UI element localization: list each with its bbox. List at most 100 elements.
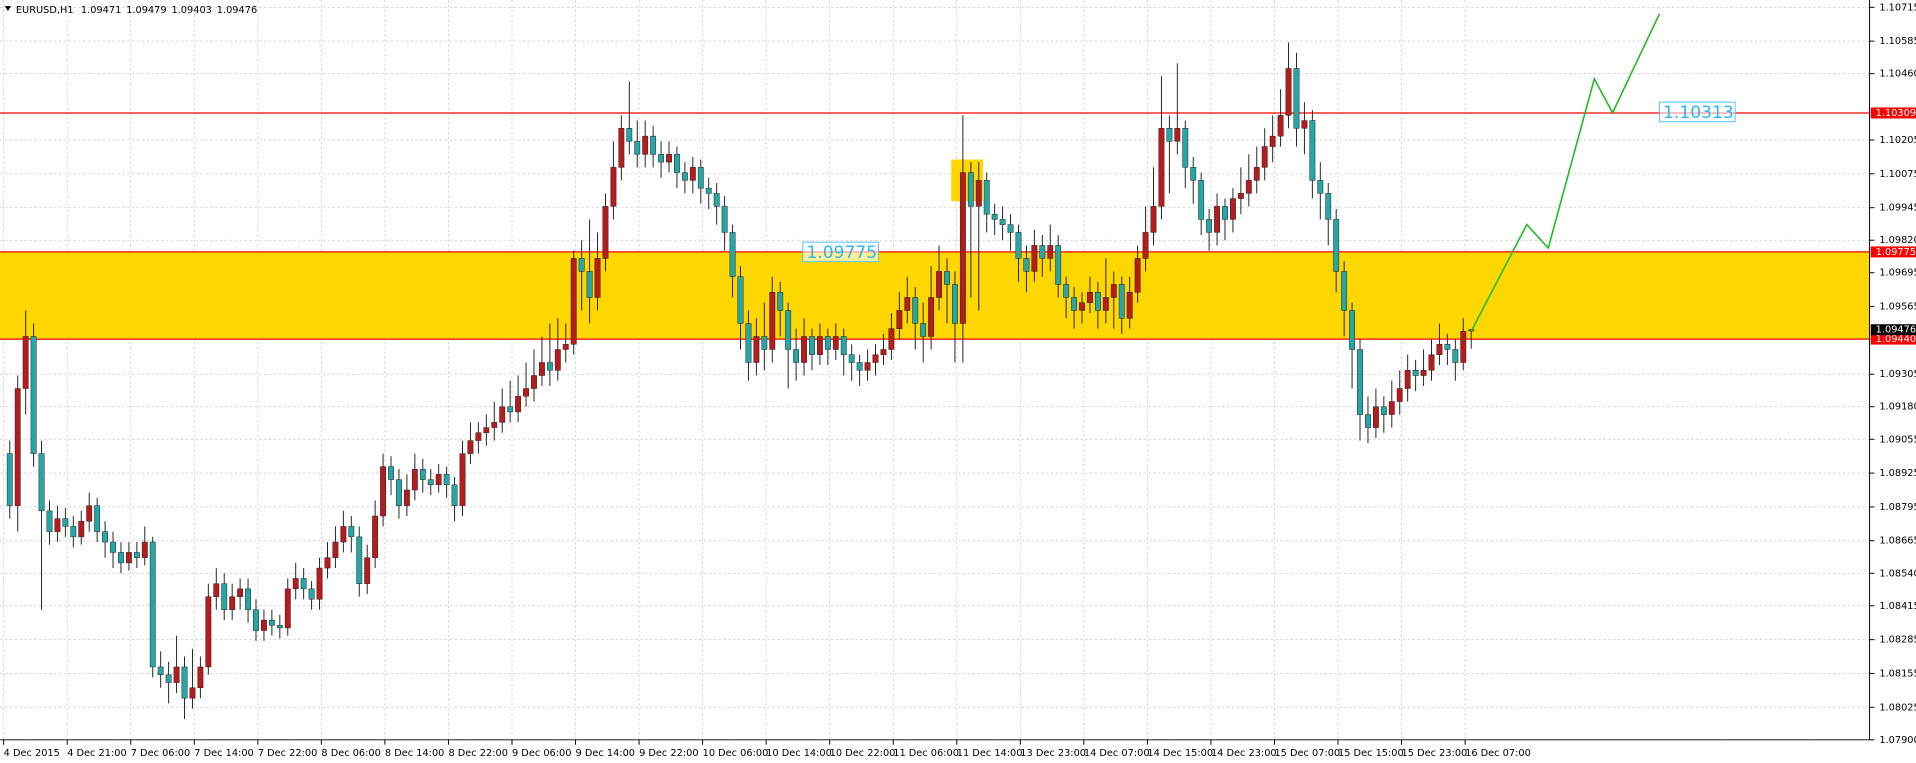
candle-body	[546, 362, 553, 371]
candle-body	[86, 505, 93, 522]
candle-body	[340, 526, 347, 543]
candle-body	[1214, 206, 1220, 233]
level-price-label: 1.09775	[1876, 247, 1916, 258]
candle-body	[1245, 180, 1252, 194]
y-tick-label: 1.09180	[1879, 402, 1916, 413]
candle-body	[824, 336, 831, 350]
candle-body	[284, 588, 291, 629]
candle-body	[237, 588, 244, 597]
candle-body	[1118, 284, 1125, 319]
candle-body	[229, 596, 236, 610]
candle-body	[999, 219, 1006, 225]
candle-body	[769, 292, 776, 350]
candle-body	[332, 541, 339, 558]
candle-body	[1031, 245, 1038, 272]
candle-body	[1301, 120, 1308, 129]
y-tick-label: 1.09305	[1879, 369, 1916, 380]
y-tick-label: 1.08540	[1879, 568, 1916, 579]
open: 1.09471	[81, 5, 121, 16]
candle-body	[276, 625, 283, 629]
candle-body	[483, 427, 490, 434]
y-tick-label: 1.08025	[1879, 702, 1916, 713]
x-tick-label: 15 Dec 15:00	[1338, 748, 1404, 759]
candle-body	[967, 172, 974, 207]
x-tick-label: 7 Dec 06:00	[131, 748, 190, 759]
candle-body	[245, 588, 251, 610]
candle-body	[896, 310, 903, 329]
candle-body	[308, 588, 315, 600]
candle-body	[1134, 258, 1141, 293]
candle-body	[1309, 120, 1316, 181]
candle-body	[1174, 128, 1181, 142]
candle-body	[1349, 310, 1356, 350]
candle-body	[427, 479, 434, 486]
candle-body	[1063, 284, 1070, 298]
y-tick-label: 1.09055	[1879, 434, 1916, 445]
candle-body	[1269, 135, 1276, 147]
candle-body	[459, 453, 466, 506]
candle-body	[1102, 297, 1109, 311]
y-tick-label: 1.09695	[1879, 268, 1916, 279]
candle-body	[975, 180, 982, 207]
candle-body	[658, 154, 665, 163]
candle-body	[1341, 271, 1348, 311]
candle-body	[1460, 331, 1467, 363]
candle-body	[411, 468, 418, 491]
annotation-text-box	[1658, 101, 1736, 123]
level-text: 1.09775	[806, 243, 877, 263]
candle-body	[642, 135, 649, 155]
candle-body	[467, 440, 474, 454]
candle-body	[324, 557, 331, 569]
high: 1.09479	[126, 5, 166, 16]
candle-body	[594, 258, 601, 298]
level-text-box	[802, 241, 880, 263]
candle-body	[1142, 232, 1149, 259]
candle-body	[1055, 245, 1062, 285]
candle-body	[1404, 370, 1411, 389]
candle-body	[674, 154, 680, 173]
candle-body	[499, 406, 506, 423]
candle-body	[753, 336, 760, 363]
candle-body	[952, 284, 958, 324]
candle-body	[1071, 297, 1078, 311]
candle-body	[515, 396, 522, 413]
header: EURUSD,H1 1.09471 1.09479 1.09403 1.09476	[16, 5, 257, 16]
candle-body	[1325, 193, 1332, 220]
candle-body	[372, 515, 379, 558]
current-price-label: 1.09476	[1876, 325, 1916, 336]
x-tick-label: 10 Dec 22:00	[830, 748, 896, 759]
candle-body	[157, 666, 164, 675]
candle-body	[880, 349, 887, 355]
candle-body	[531, 375, 537, 389]
candle-body	[610, 167, 617, 207]
x-tick-label: 15 Dec 23:00	[1402, 748, 1468, 759]
candle-body	[912, 297, 919, 324]
y-tick-label: 1.09945	[1879, 203, 1916, 214]
candle-body	[1158, 128, 1165, 207]
candle-body	[864, 362, 871, 371]
candle-body	[491, 422, 498, 428]
close: 1.09476	[217, 5, 257, 16]
candle-body	[133, 552, 140, 558]
y-tick-label: 1.08155	[1879, 668, 1916, 679]
x-tick-label: 9 Dec 06:00	[512, 748, 571, 759]
x-tick-label: 14 Dec 07:00	[1084, 748, 1150, 759]
candle-body	[1007, 224, 1014, 233]
x-tick-label: 8 Dec 06:00	[321, 748, 380, 759]
candle-body	[1126, 292, 1133, 319]
candle-body	[14, 388, 21, 506]
candle-body	[944, 271, 950, 285]
candle-body	[554, 349, 561, 371]
candle-body	[388, 466, 394, 480]
candle-body	[570, 258, 577, 345]
y-tick-label: 1.08795	[1879, 502, 1916, 513]
candle-body	[1380, 406, 1387, 415]
candle-body	[6, 453, 13, 506]
y-tick-label: 1.08285	[1879, 635, 1916, 646]
candle-body	[165, 674, 172, 683]
y-tick-label: 1.10715	[1879, 2, 1916, 13]
candle-body	[721, 206, 728, 233]
candle-body	[62, 518, 69, 527]
